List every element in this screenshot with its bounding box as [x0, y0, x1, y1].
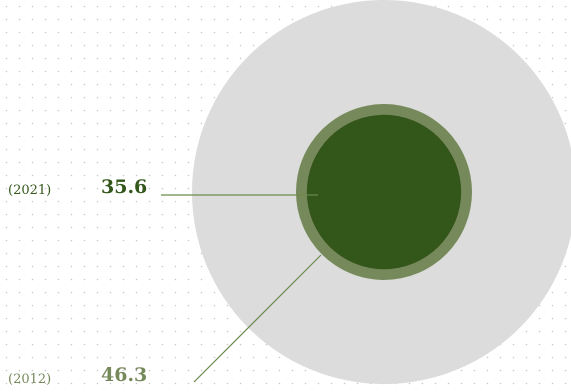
- year-label-2012: (2012): [8, 372, 51, 387]
- circle-2021: [306, 114, 462, 270]
- value-label-2021: 35.6: [101, 176, 147, 198]
- value-label-2012: 46.3: [101, 364, 147, 386]
- year-label-2021: (2021): [8, 183, 51, 198]
- leader-line-2012: [193, 254, 322, 383]
